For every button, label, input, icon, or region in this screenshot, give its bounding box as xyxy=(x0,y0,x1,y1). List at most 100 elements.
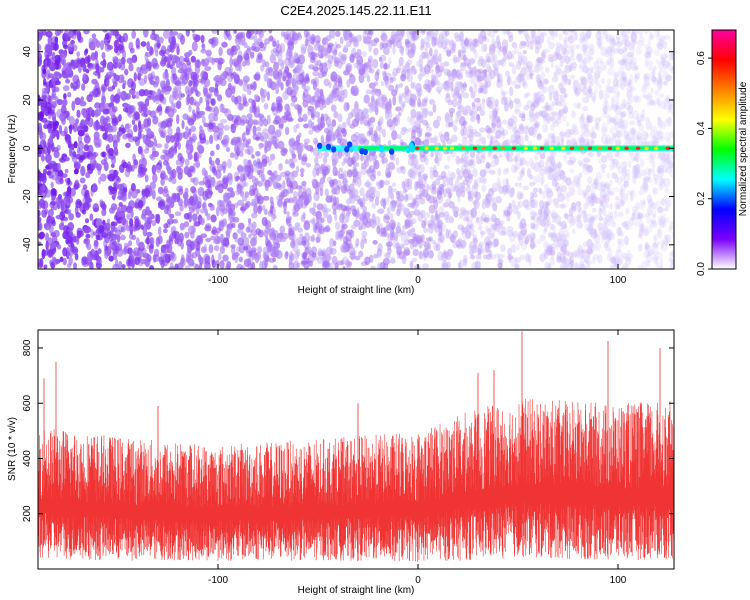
spectrogram-cell xyxy=(620,81,625,91)
spectrogram-cell xyxy=(560,234,567,243)
spectrogram-cell xyxy=(255,151,261,157)
spectrogram-cell xyxy=(330,104,337,112)
spectrogram-cell xyxy=(530,36,538,44)
spectrogram-cell xyxy=(101,52,106,60)
spectrogram-cell xyxy=(518,182,522,188)
spectrogram-cell xyxy=(82,184,88,191)
spectrogram-cell xyxy=(581,209,587,215)
spectrogram-cell xyxy=(401,242,406,249)
spectrogram-cell xyxy=(285,159,289,165)
spectrogram-cell xyxy=(38,262,44,269)
spectrogram-cell xyxy=(138,158,143,169)
spectrogram-cell xyxy=(502,168,509,176)
spectrogram-cell xyxy=(247,257,252,267)
spectrogram-cell xyxy=(663,177,671,188)
spectrogram-cell xyxy=(165,256,169,263)
spectrogram-cell xyxy=(253,94,259,100)
spectrogram-cell xyxy=(659,216,666,226)
spectrogram-cell xyxy=(124,107,129,113)
spectrogram-cell xyxy=(75,198,82,209)
spectrogram-cell xyxy=(560,203,566,209)
spectrogram-cell xyxy=(287,117,294,122)
spectrogram-cell xyxy=(413,241,418,248)
spectrogram-cell xyxy=(295,74,300,85)
spectrogram-cell xyxy=(658,60,665,70)
spectrogram-cell xyxy=(329,237,335,248)
spectrogram-cell xyxy=(313,256,319,261)
spectrogram-cell xyxy=(542,85,548,93)
spectrogram-cell xyxy=(640,88,647,94)
spectrogram-cell xyxy=(671,221,674,230)
spectrogram-cell xyxy=(205,49,212,57)
spectrogram-cell xyxy=(180,93,185,98)
spectrogram-cell xyxy=(316,168,320,176)
spectrogram-cell xyxy=(556,242,561,251)
spectrogram-cell xyxy=(84,56,91,64)
spectrogram-cell xyxy=(559,183,564,193)
spectrogram-cell xyxy=(417,140,424,146)
spectrogram-cell xyxy=(607,46,614,53)
spectrogram-cell xyxy=(191,41,198,52)
spectrogram-cell xyxy=(572,84,577,92)
spectrogram-cell xyxy=(587,73,594,84)
spectrogram-cell xyxy=(421,220,426,229)
spectrogram-cell xyxy=(264,227,271,234)
spectrogram-cell xyxy=(94,102,101,109)
spectrogram-cell xyxy=(93,87,101,98)
spectrogram-cell xyxy=(289,253,295,262)
spectrogram-cell xyxy=(91,182,98,193)
spectrogram-cell xyxy=(216,199,223,208)
spectrogram-cell xyxy=(169,213,175,219)
spectrogram-cell xyxy=(371,40,377,47)
spectrogram-cell xyxy=(411,197,417,205)
spectrogram-cell xyxy=(56,244,62,250)
spectrogram-cell xyxy=(230,72,235,80)
spectrogram-cell xyxy=(352,187,356,197)
spectrogram-cell xyxy=(155,164,162,173)
spectrogram-cell xyxy=(576,247,581,258)
spectrogram-cell xyxy=(372,240,378,245)
spectrogram-cell xyxy=(413,209,421,216)
spectrogram-cell xyxy=(664,187,670,193)
spectrogram-cell xyxy=(276,76,282,86)
spectrogram-cell xyxy=(440,235,445,244)
spectrogram-cell xyxy=(431,75,436,85)
spectrogram-cell xyxy=(208,38,215,45)
spectrogram-cell xyxy=(514,84,521,89)
spectrogram-cell xyxy=(659,54,664,60)
spectrogram-cell xyxy=(540,31,548,37)
spectrogram-cell xyxy=(70,82,74,89)
spectrogram-cell xyxy=(208,112,216,122)
spectrogram-cell xyxy=(569,62,573,73)
spectrogram-cell xyxy=(600,184,606,192)
spectrogram-cell xyxy=(599,202,605,213)
spectrogram-cell xyxy=(387,247,392,255)
spectrogram-cell xyxy=(582,166,590,176)
spectrogram-cell xyxy=(272,119,280,125)
spectrogram-cell xyxy=(275,43,282,54)
spectrogram-cell xyxy=(367,62,373,71)
spectrogram-cell xyxy=(502,30,508,35)
spectrogram-cell xyxy=(497,167,501,176)
spectrogram-cell xyxy=(355,171,362,180)
spectrogram-cell xyxy=(110,221,118,227)
spectrogram-cell xyxy=(527,254,532,263)
spectrogram-cell xyxy=(485,193,492,204)
spectrogram-cell xyxy=(585,30,592,39)
spectrogram-cell xyxy=(134,218,140,229)
spectrogram-cell xyxy=(630,31,637,41)
spectrogram-cell xyxy=(390,222,396,231)
spectrogram-cell xyxy=(582,86,587,96)
spectrogram-cell xyxy=(390,256,396,264)
spectrogram-cell xyxy=(335,128,339,137)
spectrogram-cell xyxy=(359,218,364,229)
spectrogram-cell xyxy=(426,42,431,49)
spectrogram-cell xyxy=(430,73,436,80)
spectrogram-cell xyxy=(247,138,251,145)
spectrogram-cell xyxy=(63,217,68,222)
spectrogram-cell xyxy=(307,246,312,255)
spectrogram-cell xyxy=(100,151,107,158)
spectrogram-cell xyxy=(285,79,289,87)
spectrogram-cell xyxy=(670,66,674,74)
spectrogram-cell xyxy=(414,264,421,269)
